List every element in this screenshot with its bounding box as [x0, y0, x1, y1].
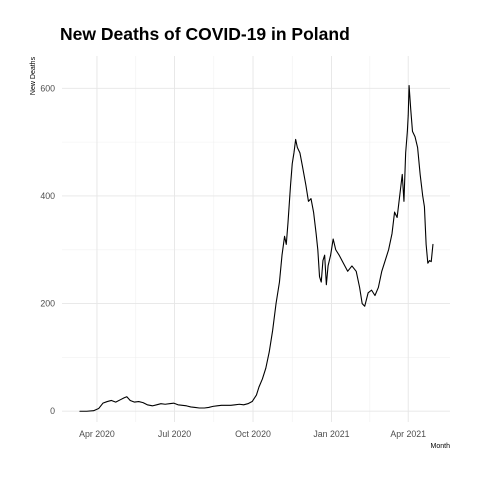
y-axis-title: New Deaths: [30, 56, 37, 95]
x-tick-label: Oct 2020: [235, 429, 271, 439]
x-tick-label: Jul 2020: [158, 429, 191, 439]
x-tick-label: Apr 2020: [79, 429, 115, 439]
chart-title: New Deaths of COVID-19 in Poland: [60, 24, 350, 44]
x-tick-label: Jan 2021: [313, 429, 349, 439]
series-line-1: [79, 85, 434, 412]
y-tick-label: 400: [40, 191, 55, 201]
x-tick-label: Apr 2021: [390, 429, 426, 439]
x-axis-tick-labels: Apr 2020 Jul 2020 Oct 2020 Jan 2021 Apr 2021: [79, 429, 426, 439]
major-gridlines: [62, 56, 450, 422]
minor-gridlines: [62, 56, 450, 422]
y-tick-label: 0: [50, 406, 55, 416]
series-layer: [79, 85, 434, 412]
x-axis-title: Month: [431, 443, 451, 450]
y-tick-label: 200: [40, 299, 55, 309]
y-tick-label: 600: [40, 83, 55, 93]
y-axis-tick-labels: 0 200 400 600: [40, 83, 55, 416]
